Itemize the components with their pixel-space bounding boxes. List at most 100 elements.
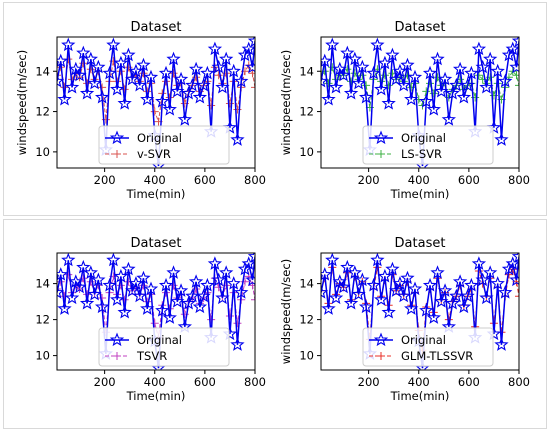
x-tick-label: 200: [358, 173, 380, 187]
x-axis-label: Time(min): [390, 187, 450, 201]
chart-title: Dataset: [131, 236, 182, 251]
y-tick-label: 10: [299, 145, 314, 159]
marker-Original: [200, 65, 215, 80]
marker-Original: [336, 279, 351, 294]
chart-title: Dataset: [131, 20, 182, 35]
legend: Original LS-SVR: [362, 125, 494, 165]
marker-Original: [389, 71, 404, 86]
marker-Original: [400, 57, 415, 72]
marker-Original: [110, 292, 125, 306]
marker-Original: [140, 301, 155, 315]
marker-Original: [358, 89, 374, 104]
marker-Original: [343, 85, 359, 100]
legend-label: Original: [137, 333, 182, 347]
legend: Original GLM-TLSSVR: [362, 327, 494, 367]
marker-Original: [475, 59, 490, 74]
marker-Original: [170, 294, 185, 308]
marker-v-SVR: [57, 71, 61, 80]
marker-Original: [91, 59, 106, 74]
marker-Original: [426, 310, 441, 324]
marker-Original: [419, 93, 434, 108]
marker-Original: [422, 277, 438, 292]
marker-Original: [155, 303, 170, 317]
marker-Original: [321, 91, 336, 106]
legend-marker-GLM-TLSSVR: [377, 352, 385, 360]
marker-Original: [452, 274, 468, 288]
legend: Original TSVR: [98, 327, 230, 367]
marker-Original: [192, 299, 208, 314]
marker-Original: [355, 59, 370, 74]
legend-label: TSVR: [136, 349, 167, 363]
marker-Original: [117, 96, 132, 110]
marker-Original: [234, 285, 249, 299]
legend-label: Original: [401, 131, 446, 145]
axes-frame: [56, 252, 256, 371]
marker-Original: [336, 67, 351, 82]
marker-Original: [328, 79, 344, 94]
marker-LS-SVR: [429, 89, 438, 98]
marker-Original: [83, 265, 98, 279]
y-tick-label: 14: [35, 64, 50, 78]
legend-marker-LS-SVR: [377, 150, 385, 158]
marker-Original: [211, 59, 226, 74]
marker-TSVR: [225, 312, 234, 320]
marker-Original: [321, 301, 336, 315]
marker-Original: [143, 69, 159, 84]
marker-Original: [340, 259, 355, 274]
marker-Original: [332, 61, 347, 76]
marker-Original: [121, 47, 136, 62]
marker-Original: [422, 65, 438, 80]
x-tick-label: 200: [94, 173, 116, 187]
x-tick-label: 600: [458, 173, 480, 187]
marker-Original: [113, 55, 129, 70]
marker-Original: [64, 79, 80, 94]
marker-Original: [143, 281, 159, 296]
legend-marker-TSVR: [113, 352, 121, 360]
x-tick-label: 400: [408, 173, 430, 187]
marker-Original: [102, 65, 117, 80]
marker-Original: [407, 281, 423, 296]
marker-Original: [192, 89, 208, 104]
x-tick-label: 800: [508, 173, 530, 187]
marker-Original: [437, 71, 453, 86]
marker-Original: [94, 299, 110, 314]
legend-box: [362, 125, 494, 165]
marker-Original: [505, 256, 519, 270]
marker-GLM-TLSSVR: [515, 292, 519, 301]
marker-Original: [173, 283, 189, 297]
y-tick-label: 14: [299, 277, 314, 291]
marker-Original: [464, 277, 479, 292]
marker-Original: [61, 253, 76, 267]
marker-Original: [505, 41, 519, 56]
y-tick-label: 12: [299, 313, 314, 327]
marker-Original: [509, 272, 519, 287]
marker-Original: [215, 79, 230, 94]
marker-Original: [347, 51, 362, 66]
marker-Original: [441, 112, 456, 126]
y-tick-label: 14: [299, 64, 314, 78]
marker-Original: [374, 81, 389, 96]
marker-TSVR: [233, 319, 242, 328]
marker-Original: [479, 290, 494, 305]
marker-Original: [407, 69, 423, 84]
marker-TSVR: [214, 283, 223, 292]
marker-Original: [136, 57, 151, 72]
marker-Original: [170, 83, 185, 98]
marker-Original: [196, 288, 211, 303]
marker-Original: [207, 256, 223, 270]
marker-LS-SVR: [512, 71, 519, 80]
x-tick-label: 600: [458, 375, 480, 389]
marker-Original: [173, 71, 189, 86]
marker-Original: [494, 132, 509, 146]
marker-Original: [351, 75, 366, 90]
marker-Original: [230, 337, 245, 351]
marker-Original: [456, 299, 472, 314]
marker-Original: [166, 265, 181, 279]
marker-Original: [241, 41, 255, 56]
y-tick-label: 14: [35, 277, 50, 291]
marker-Original: [181, 85, 196, 100]
marker-Original: [185, 288, 200, 303]
marker-Original: [490, 63, 505, 78]
figure-frame-top: [3, 2, 547, 216]
x-tick-label: 400: [144, 375, 166, 389]
